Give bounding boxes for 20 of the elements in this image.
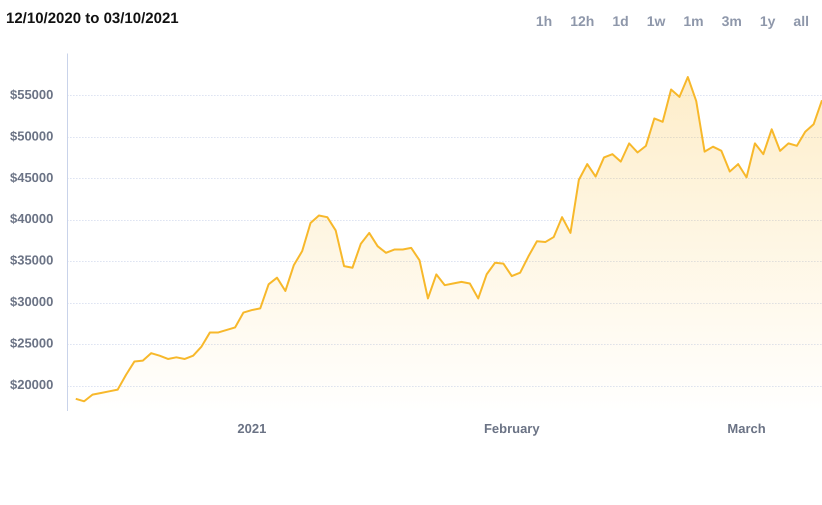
y-tick-label: $35000	[10, 252, 54, 268]
chart-title: 12/10/2020 to 03/10/2021	[6, 10, 179, 27]
x-tick-label: March	[727, 420, 766, 436]
text: 1m	[682, 12, 705, 31]
y-tick-label: $30000	[10, 294, 54, 310]
text: 1y	[758, 12, 776, 31]
y-tick-label: $40000	[10, 211, 54, 226]
y-tick-label: $55000	[10, 86, 54, 102]
text: 1w	[646, 12, 666, 31]
text: all	[792, 12, 810, 31]
text: 12h	[569, 12, 596, 31]
x-tick-label: 2021	[237, 420, 266, 436]
text: 1h	[534, 12, 554, 31]
text: 3m	[720, 12, 743, 31]
y-tick-label: $45000	[10, 170, 54, 185]
text: 1d	[611, 12, 630, 31]
y-tick-label: $20000	[10, 377, 54, 392]
y-tick-label: $50000	[10, 128, 54, 144]
y-tick-label: $25000	[10, 336, 54, 351]
x-tick-label: February	[484, 420, 540, 436]
